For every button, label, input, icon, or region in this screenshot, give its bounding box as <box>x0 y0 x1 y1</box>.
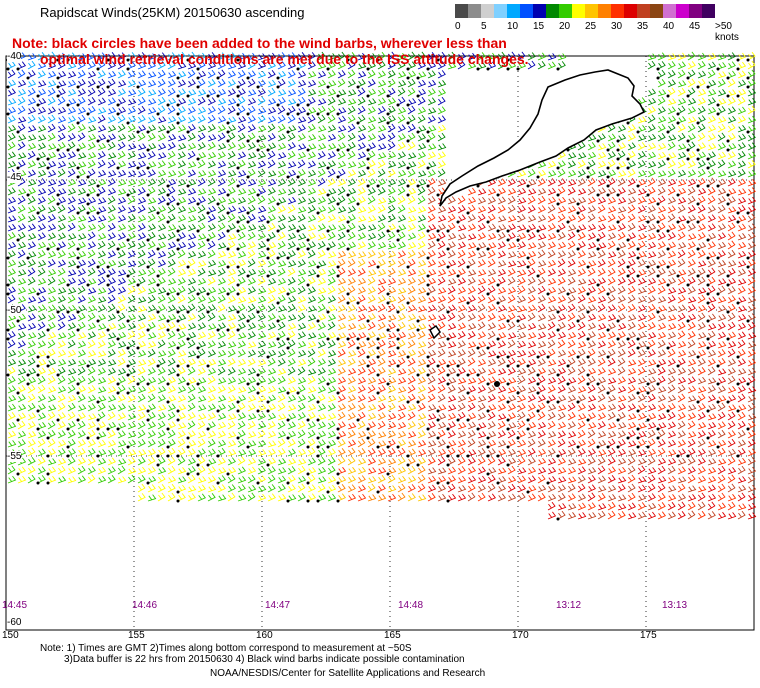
colorbar-label: 5 <box>481 21 487 32</box>
time-label: 14:46 <box>132 600 158 611</box>
lat-label-40: -40 <box>7 51 22 62</box>
lat-label-60: -60 <box>7 617 22 628</box>
lat-label-45: -45 <box>7 172 22 183</box>
colorbar-label: 45 <box>689 21 701 32</box>
colorbar-label: 25 <box>585 21 597 32</box>
colorbar-label: >50 knots <box>715 21 739 43</box>
map-title: Rapidscat Winds(25KM) 20150630 ascending <box>40 5 305 20</box>
time-label: 13:12 <box>556 600 582 611</box>
colorbar-label: 30 <box>611 21 623 32</box>
colorbar-label: 15 <box>533 21 545 32</box>
colorbar-swatch <box>637 4 650 18</box>
colorbar-swatch <box>598 4 611 18</box>
time-label: 13:13 <box>662 600 688 611</box>
colorbar-swatch <box>455 4 468 18</box>
colorbar-swatch <box>663 4 676 18</box>
colorbar-swatch <box>689 4 702 18</box>
colorbar-label: 40 <box>663 21 675 32</box>
colorbar-swatch <box>650 4 663 18</box>
colorbar-swatch <box>520 4 533 18</box>
lat-label-50: -50 <box>7 305 22 316</box>
lon-label: 155 <box>128 630 145 641</box>
colorbar-swatch <box>494 4 507 18</box>
colorbar-label: 20 <box>559 21 571 32</box>
colorbar-swatch <box>546 4 559 18</box>
time-label: 14:47 <box>265 600 291 611</box>
colorbar-swatch <box>611 4 624 18</box>
colorbar-label: 35 <box>637 21 649 32</box>
lon-label: 165 <box>384 630 401 641</box>
lon-label: 175 <box>640 630 657 641</box>
colorbar-swatch <box>572 4 585 18</box>
footer-note-2: 3)Data buffer is 22 hrs from 20150630 4)… <box>64 654 465 665</box>
colorbar-swatch <box>585 4 598 18</box>
lon-label: 160 <box>256 630 273 641</box>
lat-label-55: -55 <box>7 451 22 462</box>
new-zealand-coastline <box>429 69 646 387</box>
colorbar-swatch <box>468 4 481 18</box>
wind-barb-field <box>6 51 757 521</box>
colorbar-swatch <box>533 4 546 18</box>
colorbar-label: 10 <box>507 21 519 32</box>
colorbar-swatch <box>702 4 715 18</box>
contamination-note-line-1: Note: black circles have been added to t… <box>12 35 507 51</box>
time-label: 14:48 <box>398 600 424 611</box>
time-label: 14:45 <box>2 600 28 611</box>
footer-note-1: Note: 1) Times are GMT 2)Times along bot… <box>40 643 412 654</box>
contamination-note-line-2: optimal wind retrieval conditions are me… <box>40 51 529 67</box>
colorbar-swatch <box>559 4 572 18</box>
colorbar-swatch <box>507 4 520 18</box>
footer-credit: NOAA/NESDIS/Center for Satellite Applica… <box>210 668 486 679</box>
lon-label: 150 <box>2 630 19 641</box>
colorbar-swatch <box>676 4 689 18</box>
colorbar-swatch <box>481 4 494 18</box>
lon-label: 170 <box>512 630 529 641</box>
colorbar-swatch <box>624 4 637 18</box>
colorbar-label: 0 <box>455 21 461 32</box>
